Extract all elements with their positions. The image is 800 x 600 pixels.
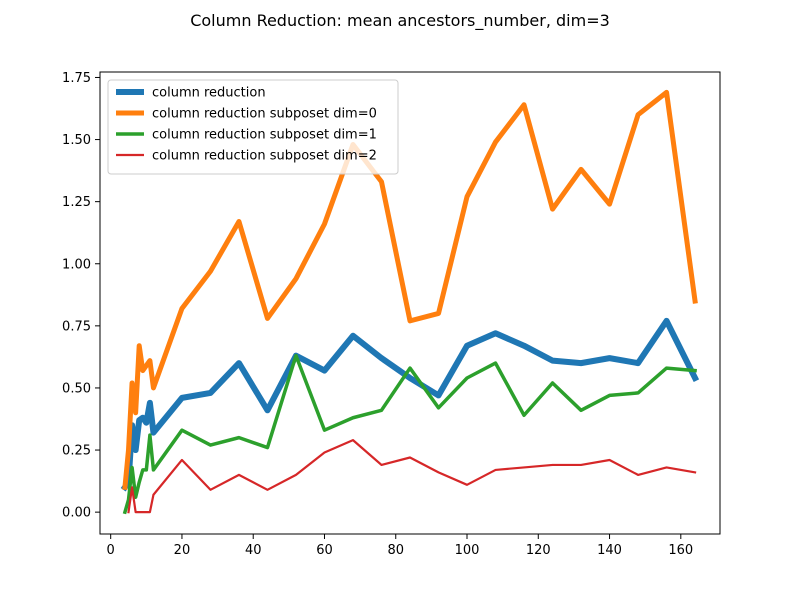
legend-box [107, 79, 399, 175]
x-tick-label: 160 [668, 543, 693, 558]
legend-label-3: column reduction subposet dim=2 [152, 149, 377, 164]
y-tick-label: 0.25 [62, 444, 91, 459]
x-tick-label: 60 [316, 543, 333, 558]
x-tick-label: 40 [245, 543, 262, 558]
y-tick-label: 1.75 [62, 71, 91, 86]
legend-label-1: column reduction subposet dim=0 [152, 107, 377, 122]
y-tick-label: 0.00 [62, 506, 91, 521]
legend-label-0: column reduction [152, 86, 266, 101]
x-tick-label: 20 [174, 543, 191, 558]
legend: column reduction column reduction subpose… [107, 79, 399, 175]
x-tick-label: 120 [526, 543, 551, 558]
series-line-2 [122, 353, 697, 515]
legend-label-2: column reduction subposet dim=1 [152, 128, 377, 143]
y-tick-label: 1.25 [62, 195, 91, 210]
series-line-1 [122, 89, 698, 491]
x-tick-label: 140 [597, 543, 622, 558]
x-tick-label: 100 [455, 543, 480, 558]
y-tick-label: 1.50 [62, 133, 91, 148]
x-tick-label: 0 [107, 543, 115, 558]
x-tick-label: 80 [387, 543, 404, 558]
series-line-0 [120, 317, 700, 492]
y-tick-label: 0.50 [62, 381, 91, 396]
axes-layer: 0 20 40 60 80 100 120 140 160 0.00 0.25 0.50 0.75 1.0… [62, 71, 721, 558]
series-line-3 [127, 439, 697, 514]
y-tick-label: 0.75 [62, 319, 91, 334]
chart-title: Column Reduction: mean ancestors_number,… [190, 11, 610, 31]
plot-frame [99, 71, 721, 535]
series-layer [120, 89, 700, 515]
y-tick-label: 1.00 [62, 257, 91, 272]
